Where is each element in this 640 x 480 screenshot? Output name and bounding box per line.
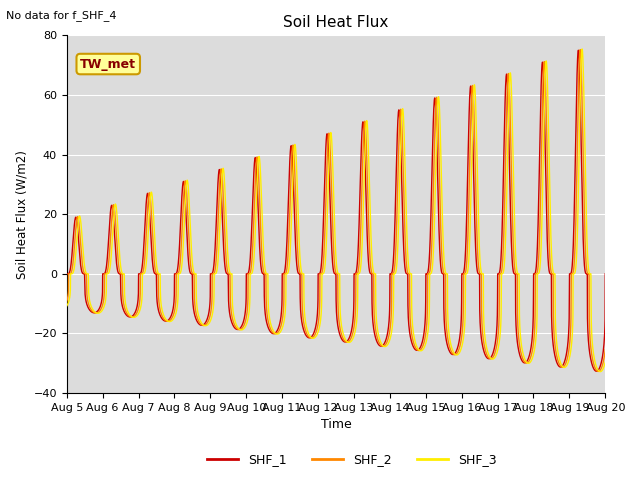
Text: TW_met: TW_met xyxy=(80,58,136,71)
X-axis label: Time: Time xyxy=(321,419,351,432)
Title: Soil Heat Flux: Soil Heat Flux xyxy=(284,15,388,30)
Legend: SHF_1, SHF_2, SHF_3: SHF_1, SHF_2, SHF_3 xyxy=(202,448,502,471)
Y-axis label: Soil Heat Flux (W/m2): Soil Heat Flux (W/m2) xyxy=(15,150,28,279)
Text: No data for f_SHF_4: No data for f_SHF_4 xyxy=(6,10,117,21)
